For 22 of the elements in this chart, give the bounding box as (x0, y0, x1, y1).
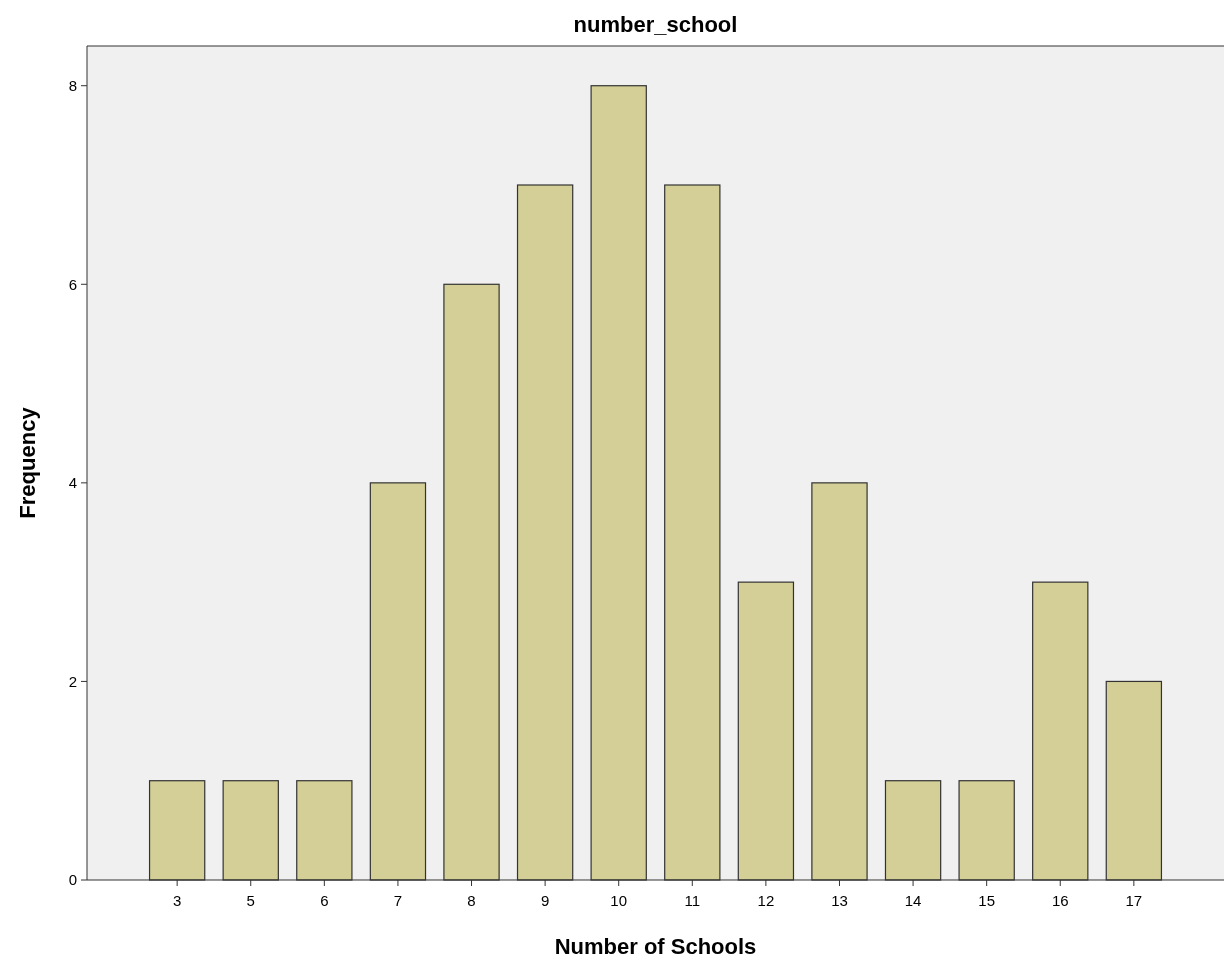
x-tick-label: 10 (610, 892, 628, 909)
chart-title: number_school (573, 12, 738, 37)
y-tick-label: 8 (68, 76, 77, 94)
x-tick-label: 16 (1051, 892, 1069, 909)
y-tick-label: 4 (68, 474, 77, 492)
x-tick-label: 13 (831, 892, 848, 909)
x-tick-label: 14 (904, 892, 922, 909)
y-axis-title: Frequency (15, 406, 40, 519)
x-tick-label: 15 (978, 892, 996, 909)
x-tick-label: 12 (757, 892, 775, 909)
y-tick-label: 0 (68, 871, 77, 889)
x-tick-label: 11 (684, 892, 701, 909)
x-tick-label: 5 (246, 892, 255, 909)
y-tick-label: 2 (68, 672, 77, 690)
x-tick-label: 6 (320, 892, 329, 909)
x-tick-label: 9 (540, 892, 550, 909)
y-tick-label: 6 (68, 275, 77, 293)
x-tick-label: 3 (172, 892, 182, 909)
x-tick-label: 7 (393, 892, 403, 909)
x-tick-label: 17 (1125, 892, 1143, 909)
x-tick-label: 8 (467, 892, 476, 909)
x-axis-title: Number of Schools (554, 934, 757, 959)
